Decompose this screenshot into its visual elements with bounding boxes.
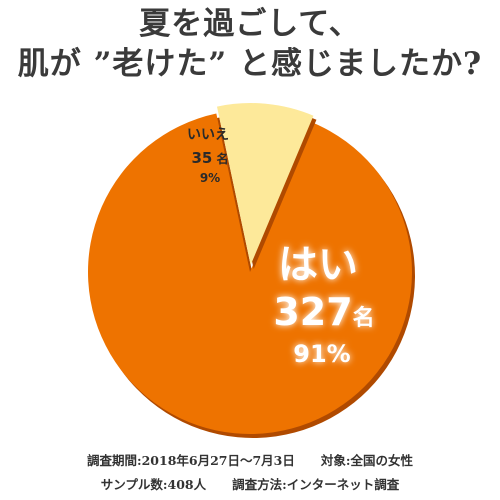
slice-label-no: いいえ xyxy=(187,127,229,143)
survey-target: 対象:全国の女性 xyxy=(320,453,414,468)
survey-method: 調査方法:インターネット調査 xyxy=(232,477,400,492)
chart-title-line1: 夏を過ごして、 xyxy=(139,6,361,42)
survey-info-line1: 調査期間:2018年6月27日〜7月3日 対象:全国の女性 xyxy=(0,450,500,469)
slice-label-yes: はい xyxy=(278,242,358,288)
survey-period: 調査期間:2018年6月27日〜7月3日 xyxy=(86,453,295,468)
chart-title-line2: 肌が ”老けた” と感じましたか? xyxy=(17,46,483,82)
pie-slice-yes xyxy=(88,113,413,434)
survey-sample: サンプル数:408人 xyxy=(100,477,207,492)
slice-percent-yes: 91% xyxy=(293,340,350,368)
survey-info-line2: サンプル数:408人 調査方法:インターネット調査 xyxy=(0,474,500,493)
slice-count-yes: 327名 xyxy=(273,290,374,334)
pie-slice-no xyxy=(216,103,314,266)
slice-percent-no: 9% xyxy=(200,171,220,185)
slice-count-no: 35 名 xyxy=(191,149,228,167)
